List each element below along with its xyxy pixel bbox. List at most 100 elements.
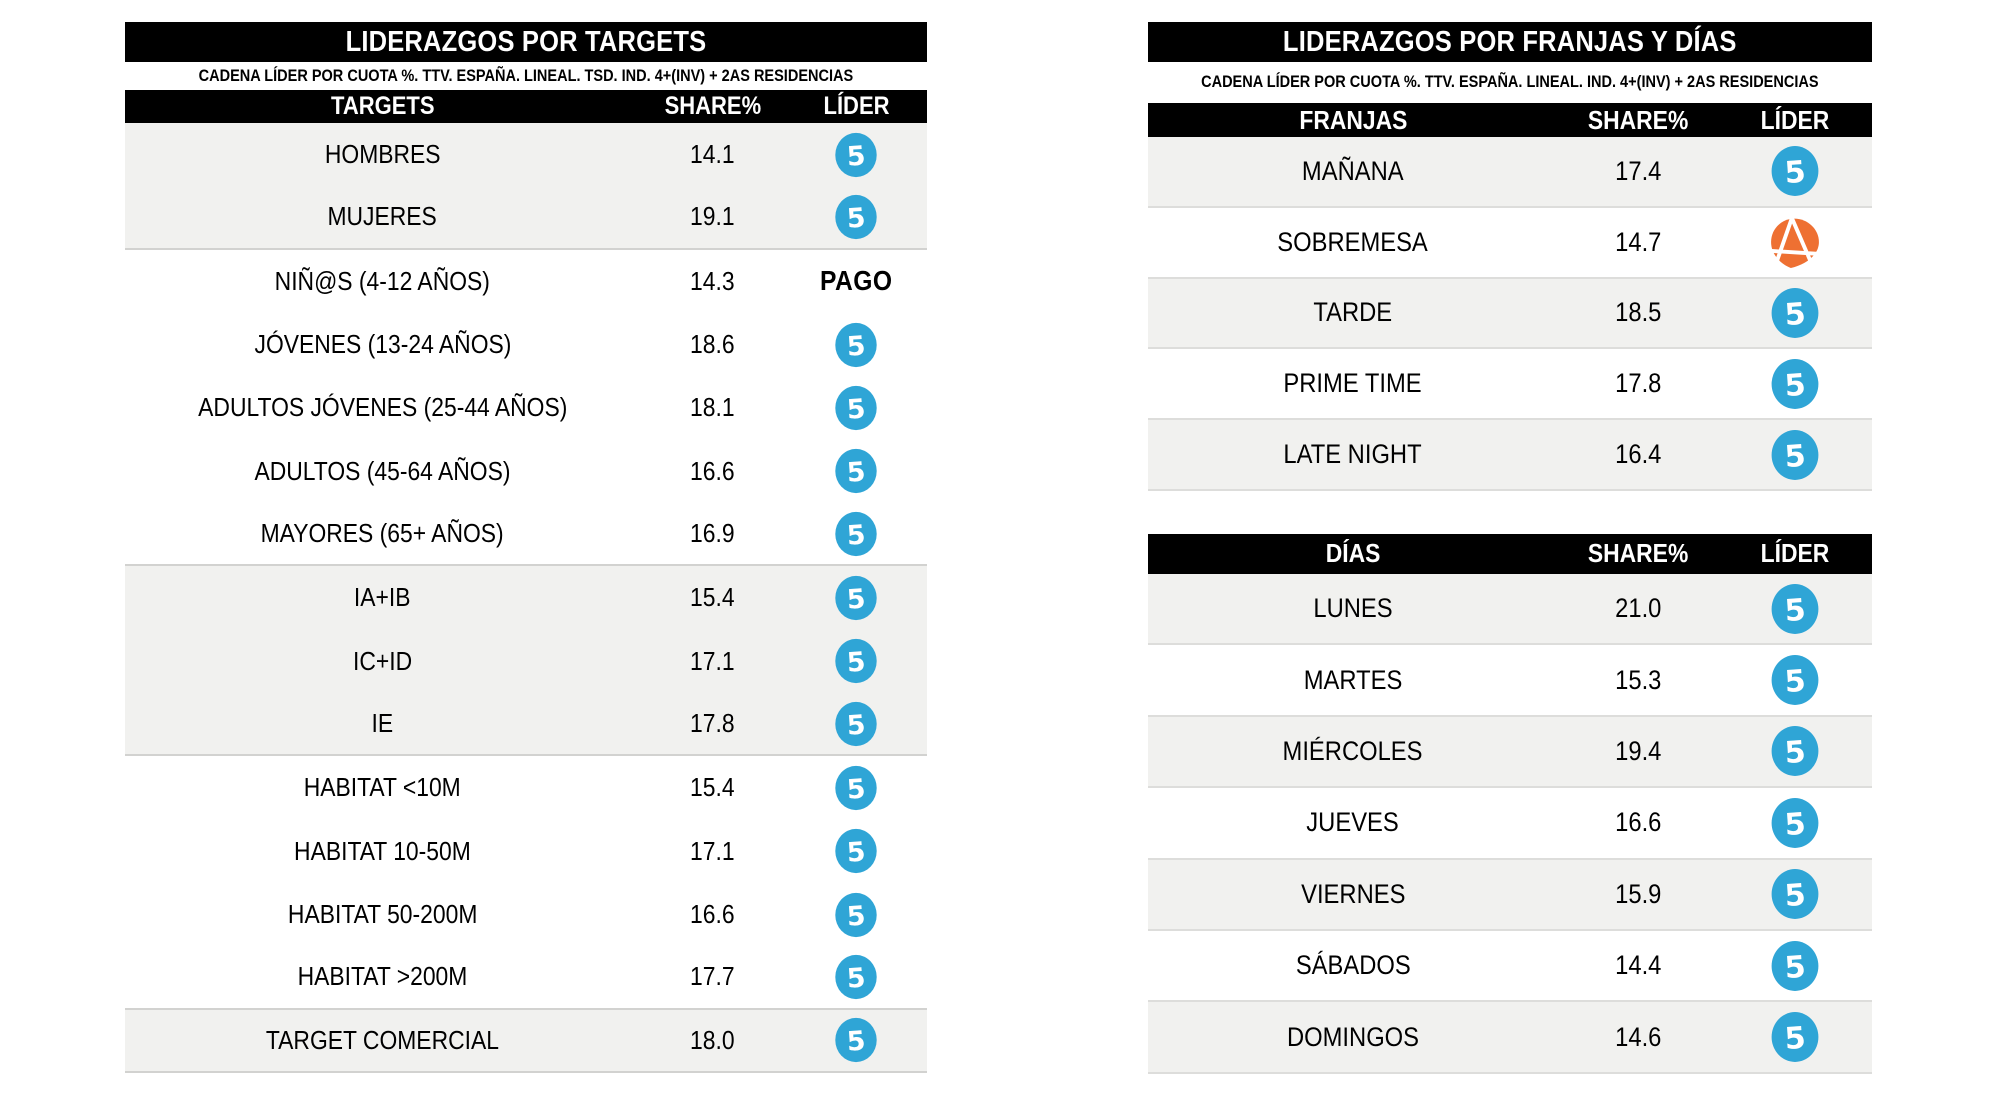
telecinco-logo: 5 <box>835 1018 877 1063</box>
table-row: TARGET COMERCIAL 18.0 5 <box>125 1009 927 1073</box>
row-share-text: 17.1 <box>690 835 735 866</box>
row-label: NIÑ@S (4-12 AÑOS) <box>125 266 640 297</box>
row-label: MAYORES (65+ AÑOS) <box>125 518 640 549</box>
telecinco-logo: 5 <box>1771 940 1819 991</box>
table-row: MAYORES (65+ AÑOS) 16.9 5 <box>125 502 927 567</box>
telecinco-logo: 5 <box>835 575 877 621</box>
svg-text:5: 5 <box>1783 297 1806 333</box>
row-label-text: NIÑ@S (4-12 AÑOS) <box>274 265 491 296</box>
row-share: 14.3 <box>640 266 785 297</box>
row-label: MAÑANA <box>1148 156 1558 187</box>
table-row: MIÉRCOLES 19.4 5 <box>1148 716 1872 789</box>
svg-text:5: 5 <box>1783 735 1806 771</box>
row-share: 14.6 <box>1558 1022 1718 1053</box>
svg-text:5: 5 <box>846 140 867 172</box>
row-share-text: 15.9 <box>1614 878 1662 909</box>
row-label: TARDE <box>1148 297 1558 328</box>
row-leader: 5 <box>785 322 927 368</box>
telecinco-logo: 5 <box>1771 429 1819 480</box>
column-header-share: SHARE% <box>1558 538 1718 569</box>
table-row: SÁBADOS 14.4 5 <box>1148 930 1872 1003</box>
row-leader: 5 <box>1718 1011 1872 1063</box>
row-share: 16.4 <box>1558 439 1718 470</box>
pago-label: PAGO <box>819 265 893 297</box>
row-label: HABITAT 10-50M <box>125 836 640 867</box>
row-label-text: MARTES <box>1303 664 1403 695</box>
row-label: DOMINGOS <box>1148 1022 1558 1053</box>
column-header-leader: LÍDER <box>785 92 927 121</box>
row-label: HOMBRES <box>125 139 640 170</box>
row-label: TARGET COMERCIAL <box>125 1025 640 1056</box>
telecinco-logo: 5 <box>1771 655 1819 706</box>
table-row: HABITAT 10-50M 17.1 5 <box>125 819 927 883</box>
svg-text:5: 5 <box>846 709 867 741</box>
svg-text:5: 5 <box>846 773 867 805</box>
row-share: 18.5 <box>1558 297 1718 328</box>
svg-text:5: 5 <box>846 583 867 615</box>
table-row: VIERNES 15.9 5 <box>1148 859 1872 931</box>
row-label: JUEVES <box>1148 807 1558 838</box>
telecinco-logo: 5 <box>835 765 877 811</box>
table-row: IE 17.8 5 <box>125 692 927 757</box>
telecinco-logo: 5 <box>1771 146 1819 197</box>
row-leader: 5 <box>1718 725 1872 777</box>
row-label-text: IA+IB <box>354 582 411 613</box>
table-row: HOMBRES 14.1 5 <box>125 123 927 187</box>
franjas-dias-table-card: LIDERAZGOS POR FRANJAS Y DÍAS CADENA LÍD… <box>1148 22 1872 1074</box>
row-leader: 5 <box>785 701 927 747</box>
row-leader: 5 <box>785 765 927 811</box>
row-label-text: PRIME TIME <box>1283 368 1423 399</box>
telecinco-logo: 5 <box>835 385 877 431</box>
telecinco-logo: 5 <box>1771 583 1819 634</box>
row-share: 21.0 <box>1558 593 1718 624</box>
row-share: 18.1 <box>640 392 785 423</box>
franjas-dias-subtitle-bar: CADENA LÍDER POR CUOTA %. TTV. ESPAÑA. L… <box>1148 62 1872 103</box>
franjas-rows: MAÑANA 17.4 5 SOBREMESA 14.7 TARDE 18.5 5 PRIME … <box>1148 137 1872 491</box>
table-row: HABITAT >200M 17.7 5 <box>125 946 927 1010</box>
row-label-text: IC+ID <box>352 645 413 676</box>
row-leader: 5 <box>1718 654 1872 706</box>
table-row: ADULTOS JÓVENES (25-44 AÑOS) 18.1 5 <box>125 376 927 440</box>
row-share: 19.1 <box>640 201 785 232</box>
targets-column-header: TARGETS SHARE% LÍDER <box>125 90 927 123</box>
column-header-share: SHARE% <box>640 92 785 121</box>
table-row: LATE NIGHT 16.4 5 <box>1148 420 1872 491</box>
svg-text:5: 5 <box>1783 368 1806 404</box>
telecinco-logo: 5 <box>835 639 877 684</box>
table-row: MAÑANA 17.4 5 <box>1148 137 1872 208</box>
row-leader: 5 <box>1718 583 1872 635</box>
antena3-logo <box>1769 217 1821 269</box>
column-header-share-text: SHARE% <box>1587 538 1689 569</box>
row-share: 14.7 <box>1558 227 1718 258</box>
row-share-text: 16.4 <box>1614 439 1662 470</box>
row-leader: 5 <box>785 194 927 240</box>
franjas-dias-title-bar: LIDERAZGOS POR FRANJAS Y DÍAS <box>1148 22 1872 62</box>
row-share-text: 14.1 <box>690 139 735 170</box>
row-label: SOBREMESA <box>1148 227 1558 258</box>
row-label-text: MAÑANA <box>1302 155 1404 186</box>
column-header-targets-text: TARGETS <box>330 92 435 120</box>
row-share: 16.6 <box>640 456 785 487</box>
row-leader: 5 <box>1718 358 1872 410</box>
row-share: 14.4 <box>1558 950 1718 981</box>
column-header-share-text: SHARE% <box>1587 104 1689 135</box>
row-leader: 5 <box>785 954 927 1000</box>
column-header-leader-text: LÍDER <box>1760 538 1830 569</box>
column-header-dias-text: DÍAS <box>1325 538 1381 569</box>
column-header-targets: TARGETS <box>125 92 640 121</box>
row-share-text: 15.4 <box>690 582 735 613</box>
table-row: NIÑ@S (4-12 AÑOS) 14.3 PAGO <box>125 249 927 313</box>
row-label-text: MIÉRCOLES <box>1283 735 1423 766</box>
table-row: DOMINGOS 14.6 5 <box>1148 1002 1872 1074</box>
table-row: MARTES 15.3 5 <box>1148 645 1872 717</box>
row-share: 19.4 <box>1558 736 1718 767</box>
telecinco-logo: 5 <box>835 701 877 746</box>
telecinco-logo: 5 <box>835 892 877 937</box>
targets-table-card: LIDERAZGOS POR TARGETS CADENA LÍDER POR … <box>125 22 927 1073</box>
row-label: MIÉRCOLES <box>1148 736 1558 767</box>
row-share: 15.4 <box>640 582 785 613</box>
svg-text:5: 5 <box>846 330 867 362</box>
column-header-leader: LÍDER <box>1718 538 1872 569</box>
row-share-text: 16.6 <box>1614 807 1662 838</box>
